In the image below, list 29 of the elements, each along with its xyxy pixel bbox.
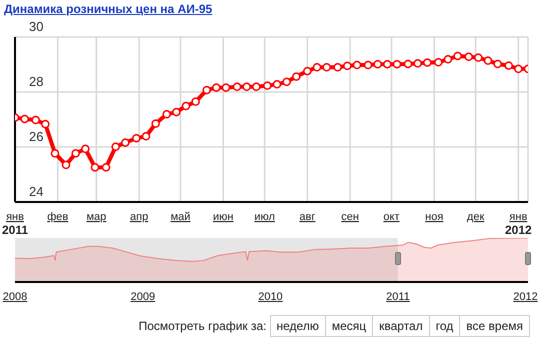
- x-tick-label: 2008: [2, 291, 28, 303]
- y-tick-label: 28: [29, 74, 44, 89]
- x-tick-label: 2011: [386, 291, 410, 303]
- text: квартал: [372, 315, 430, 337]
- x-tick-label: дек: [466, 211, 484, 223]
- x-tick-label: 2010: [258, 291, 283, 303]
- chart-title: Динамика розничных цен на АИ-95: [4, 2, 212, 16]
- text: год: [428, 315, 460, 337]
- x-tick-label: фев: [47, 211, 68, 223]
- x-tick-label: янв 2012: [504, 211, 532, 237]
- text: все время: [459, 315, 530, 337]
- x-tick-label: авг: [299, 211, 316, 223]
- x-tick-label: июл: [254, 211, 275, 223]
- text: Посмотреть график за:: [138, 319, 266, 333]
- x-tick-label: май: [170, 211, 190, 223]
- y-tick-label: 26: [29, 129, 44, 144]
- x-tick-label: 2009: [130, 291, 156, 303]
- x-tick-label: янв 2011: [2, 211, 28, 237]
- x-tick-label: ноя: [425, 211, 444, 223]
- x-tick-label: мар: [86, 211, 106, 223]
- x-tick-label: сен: [341, 211, 359, 223]
- x-tick-label: апр: [130, 211, 148, 223]
- x-tick-label: окт: [383, 211, 400, 223]
- x-tick-label: июн: [212, 211, 234, 223]
- x-tick-label: 2012: [513, 291, 538, 303]
- text: неделю: [270, 315, 326, 337]
- y-tick-label: 30: [29, 19, 44, 34]
- text: месяц: [324, 315, 374, 337]
- y-tick-label: 24: [29, 184, 44, 199]
